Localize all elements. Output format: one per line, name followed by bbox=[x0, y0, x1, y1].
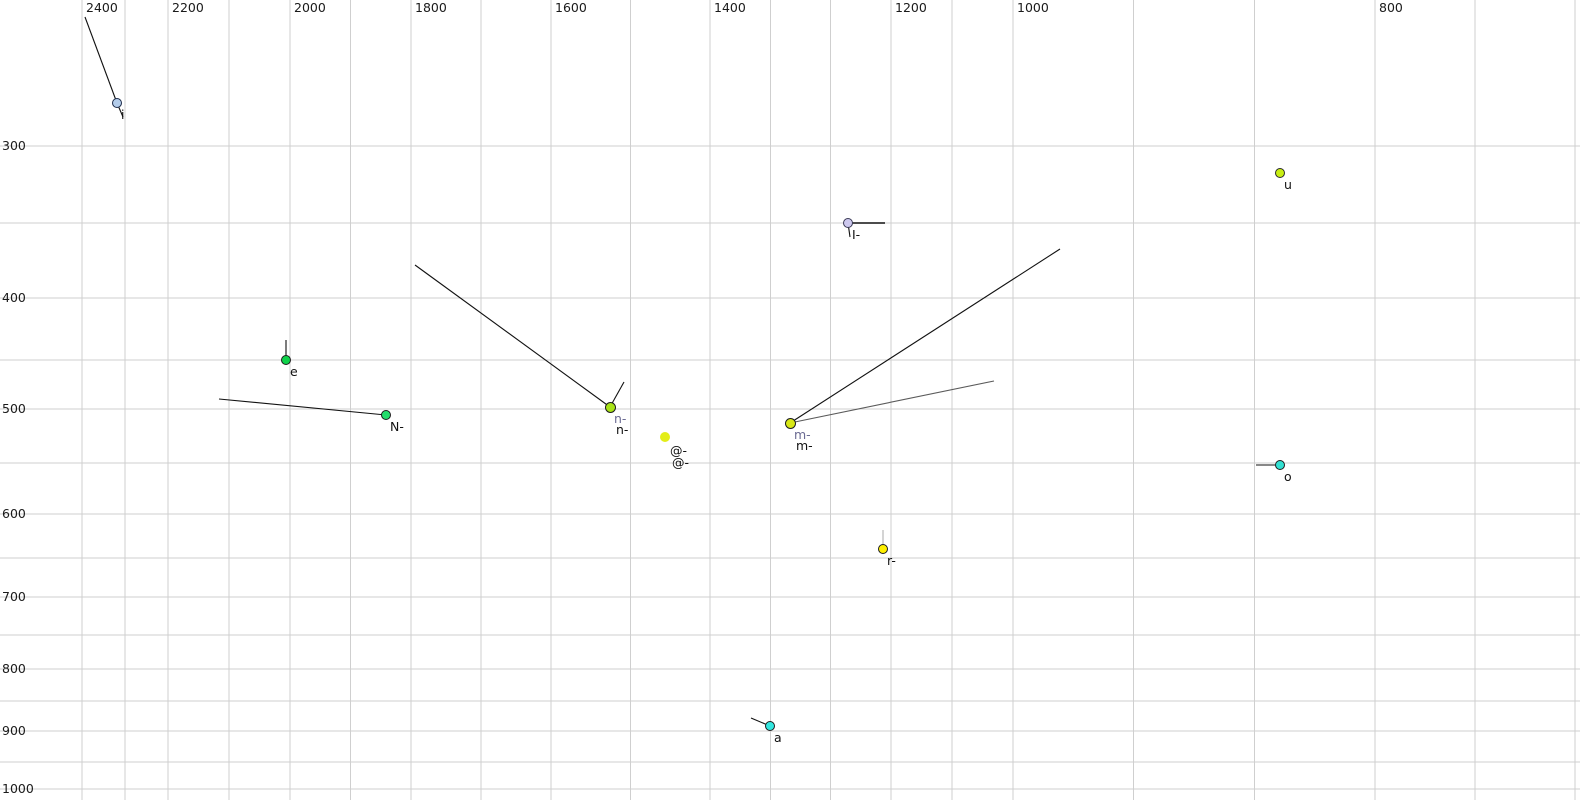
data-point-label: N- bbox=[390, 419, 404, 434]
data-point-marker[interactable] bbox=[604, 401, 616, 413]
x-axis-tick-label: 2000 bbox=[294, 0, 326, 15]
data-point-label: r- bbox=[887, 553, 896, 568]
data-point-marker[interactable] bbox=[878, 544, 888, 554]
data-point-label: a bbox=[774, 730, 782, 745]
data-point-marker[interactable] bbox=[1275, 460, 1285, 470]
x-axis-tick-label: 1600 bbox=[555, 0, 587, 15]
data-point-marker[interactable] bbox=[381, 410, 391, 420]
x-axis-tick-label: 1000 bbox=[1017, 0, 1049, 15]
data-point-marker[interactable] bbox=[843, 218, 853, 228]
y-axis-tick-label: 300 bbox=[2, 137, 26, 153]
data-point-label-duplicate: m- bbox=[796, 438, 813, 453]
connector-line bbox=[414, 264, 611, 408]
x-axis-tick-label: 800 bbox=[1379, 0, 1403, 15]
y-axis-tick-label: 900 bbox=[2, 722, 26, 738]
x-axis-tick-label: 1400 bbox=[714, 0, 746, 15]
y-axis-tick-label: 400 bbox=[2, 289, 26, 305]
data-point-label: n- bbox=[614, 411, 627, 426]
data-point-label: m- bbox=[794, 427, 811, 442]
data-point-label: i bbox=[121, 107, 125, 122]
y-axis-tick-label: 800 bbox=[2, 660, 26, 676]
data-point-label: e bbox=[290, 364, 298, 379]
data-point-label: o bbox=[1284, 469, 1292, 484]
data-point-label: I- bbox=[852, 227, 861, 242]
connector-line bbox=[218, 398, 387, 416]
data-point-label-duplicate: @- bbox=[672, 455, 690, 470]
data-point-marker[interactable] bbox=[784, 417, 796, 429]
x-axis-tick-label: 1200 bbox=[895, 0, 927, 15]
connector-line bbox=[789, 248, 1061, 424]
data-point-label-duplicate: n- bbox=[616, 422, 629, 437]
x-axis-tick-label: 2200 bbox=[172, 0, 204, 15]
data-point-marker[interactable] bbox=[281, 355, 291, 365]
data-point-label: u bbox=[1284, 177, 1292, 192]
y-axis-tick-label: 700 bbox=[2, 588, 26, 604]
connector-line bbox=[789, 380, 995, 424]
y-axis-tick-label: 500 bbox=[2, 400, 26, 416]
x-axis-tick-label: 2400 bbox=[86, 0, 118, 15]
data-point-marker[interactable] bbox=[765, 721, 775, 731]
y-axis-tick-label: 600 bbox=[2, 505, 26, 521]
y-axis-tick-label: 1000 bbox=[2, 780, 34, 796]
data-point-label: @- bbox=[670, 443, 688, 458]
connector-line bbox=[84, 16, 118, 104]
data-point-marker[interactable] bbox=[660, 432, 670, 442]
data-point-marker[interactable] bbox=[112, 98, 122, 108]
data-point-marker[interactable] bbox=[1275, 168, 1285, 178]
x-axis-tick-label: 1800 bbox=[415, 0, 447, 15]
